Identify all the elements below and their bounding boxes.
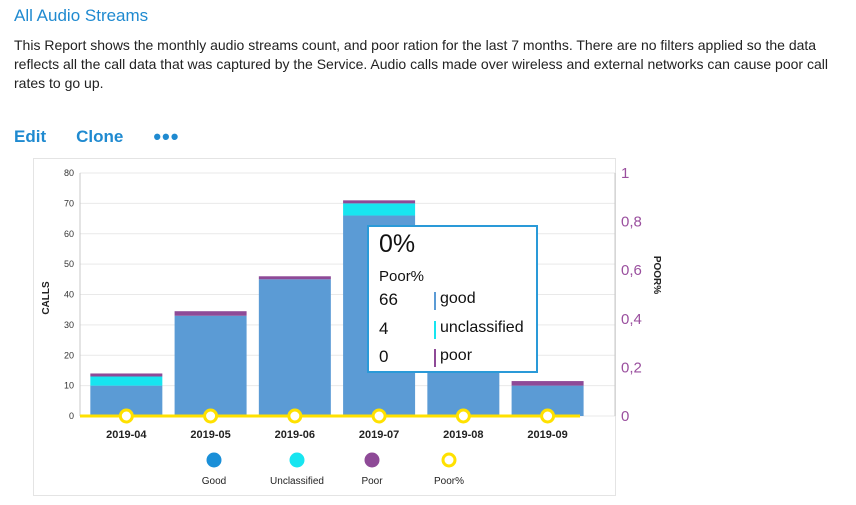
legend-marker-good	[206, 452, 222, 468]
legend-label-poor: Poor	[361, 476, 383, 487]
y-tick-label: 70	[64, 198, 74, 208]
y2-axis-label: POOR%	[651, 256, 662, 294]
tooltip-poor-swatch	[434, 349, 436, 367]
y-tick-label: 80	[64, 168, 74, 178]
poor-percent-point-2019-08	[455, 408, 471, 424]
bar-poor-2019-05	[174, 311, 247, 316]
x-tick-label: 2019-05	[190, 429, 230, 441]
y2-tick-label: 1	[621, 165, 629, 182]
y-tick-label: 0	[69, 411, 74, 421]
y-axis-label: CALLS	[41, 281, 52, 315]
tooltip-unclassified-label: unclassified	[440, 319, 524, 336]
legend-label-unclassified: Unclassified	[270, 476, 324, 487]
more-options-icon[interactable]: •••	[153, 124, 180, 149]
x-tick-label: 2019-04	[106, 429, 147, 441]
x-tick-label: 2019-07	[359, 429, 399, 441]
tooltip-row-unclassified: 4 unclassified	[379, 319, 534, 341]
tooltip-poor-percent: 0%	[379, 230, 416, 258]
legend-marker-poor%	[441, 452, 457, 468]
bar-good-2019-05	[174, 315, 247, 416]
poor-percent-point-2019-04	[118, 408, 134, 424]
y-tick-label: 60	[64, 229, 74, 239]
x-tick-label: 2019-06	[275, 429, 315, 441]
tooltip-poor-percent-label: Poor%	[379, 268, 425, 285]
tooltip-unclassified-value: 4	[379, 319, 389, 338]
tooltip-unclassified-swatch	[434, 321, 436, 339]
bar-poor-2019-06	[258, 276, 331, 280]
chart-tooltip: 0% Poor% 66 good 4 unclassified 0 poor	[367, 225, 538, 373]
tooltip-good-label: good	[440, 290, 476, 307]
legend-marker-unclassified	[289, 452, 305, 468]
bar-poor-2019-09	[511, 381, 584, 386]
legend-marker-poor	[364, 452, 380, 468]
y2-tick-label: 0,6	[621, 262, 642, 279]
poor-percent-point-2019-09	[540, 408, 556, 424]
legend-label-good: Good	[202, 476, 226, 487]
y2-tick-label: 0,4	[621, 311, 642, 328]
bar-good-2019-08	[427, 367, 500, 416]
x-tick-label: 2019-09	[527, 429, 567, 441]
poor-percent-point-2019-06	[287, 408, 303, 424]
report-description: This Report shows the monthly audio stre…	[14, 37, 828, 91]
bar-good-2019-06	[258, 279, 331, 416]
bar-unclassified-2019-07	[343, 203, 416, 216]
y-tick-label: 30	[64, 320, 74, 330]
tooltip-poor-label: poor	[440, 347, 473, 364]
y2-tick-label: 0,2	[621, 359, 642, 376]
bar-unclassified-2019-04	[90, 376, 163, 386]
poor-percent-point-2019-07	[371, 408, 387, 424]
report-title: All Audio Streams	[14, 6, 149, 25]
tooltip-good-value: 66	[379, 290, 398, 309]
tooltip-poor-value: 0	[379, 347, 389, 366]
clone-button[interactable]: Clone	[76, 127, 124, 146]
y-tick-label: 10	[64, 381, 74, 391]
tooltip-good-swatch	[434, 292, 436, 310]
report-actions: Edit Clone •••	[14, 124, 180, 149]
tooltip-row-good: 66 good	[379, 290, 534, 312]
bar-poor-2019-07	[343, 200, 416, 204]
tooltip-row-poor: 0 poor	[379, 347, 534, 369]
y2-tick-label: 0	[621, 408, 629, 425]
y-tick-label: 50	[64, 259, 74, 269]
x-tick-label: 2019-08	[443, 429, 483, 441]
edit-button[interactable]: Edit	[14, 127, 47, 146]
y-tick-label: 40	[64, 290, 74, 300]
y-tick-label: 20	[64, 350, 74, 360]
bar-poor-2019-04	[90, 373, 163, 377]
legend-label-poor%: Poor%	[434, 476, 464, 487]
y2-tick-label: 0,8	[621, 214, 642, 231]
poor-percent-point-2019-05	[203, 408, 219, 424]
